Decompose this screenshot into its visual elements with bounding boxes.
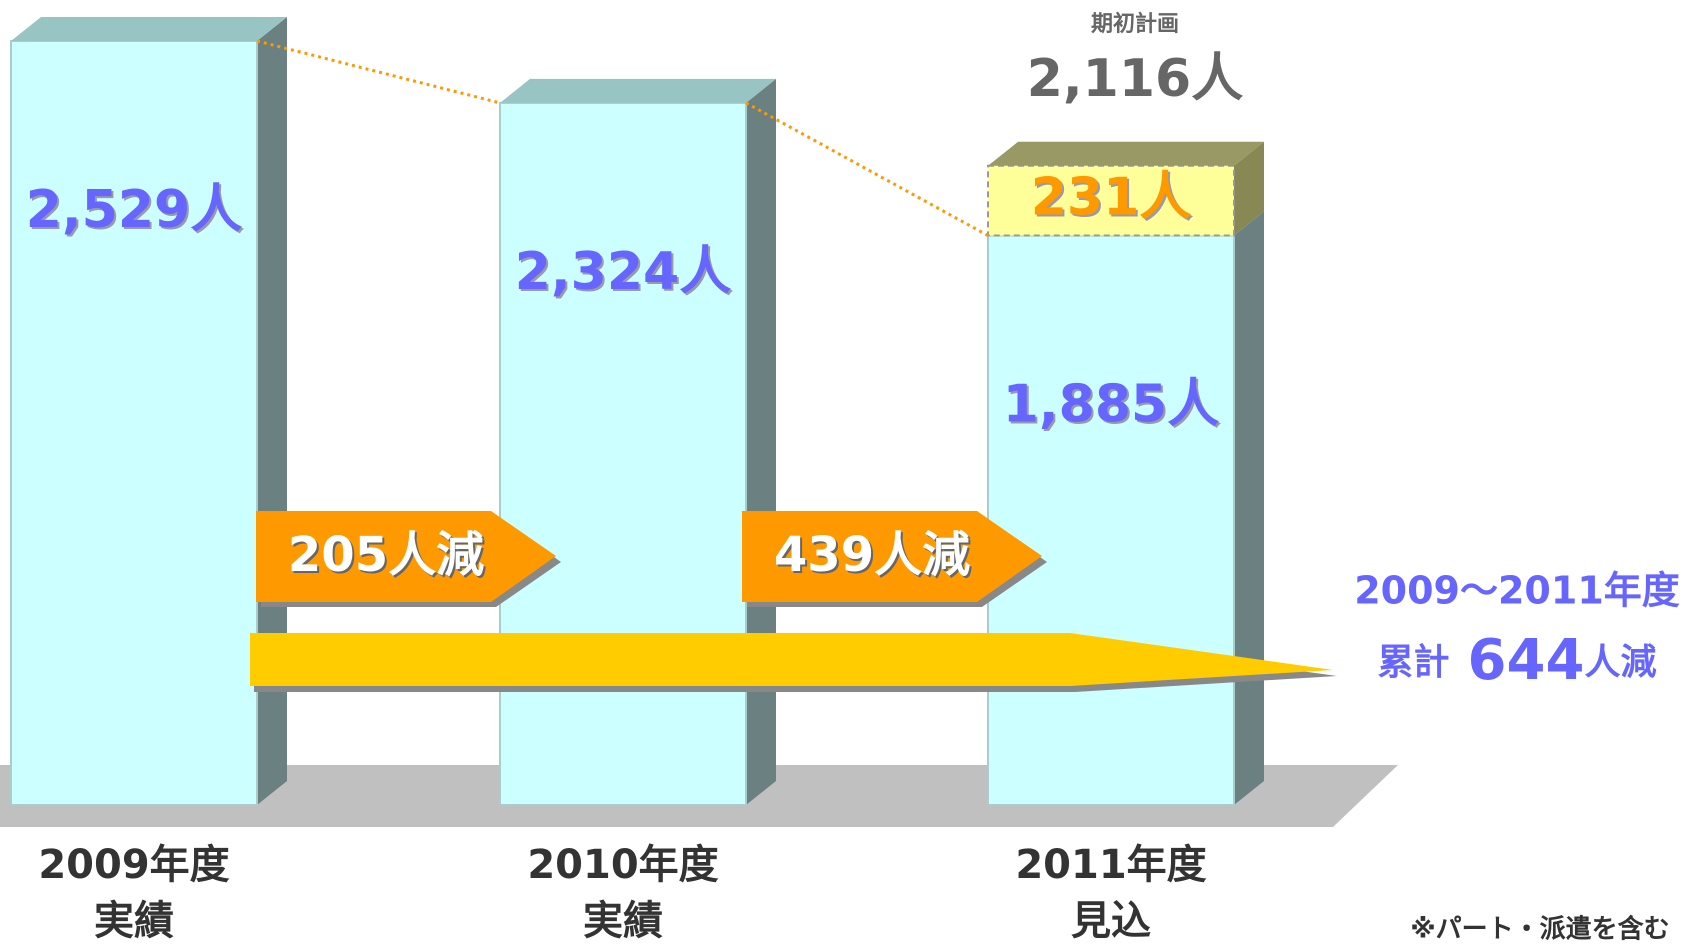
cumulative-suffix: 人減 bbox=[1584, 642, 1656, 683]
x-tick-label: 実績 bbox=[583, 898, 663, 944]
bar-top bbox=[500, 78, 776, 103]
cumulative-period: 2009～2011年度 bbox=[1354, 569, 1680, 613]
cumulative-value: 644 bbox=[1468, 628, 1585, 693]
value-label: 2,324人 bbox=[515, 242, 731, 302]
x-tick-label: 2010年度 bbox=[527, 842, 718, 888]
cumulative-arrow bbox=[250, 633, 1333, 686]
footnote: ※パート・派遣を含む bbox=[1410, 914, 1669, 944]
reduction-label: 205人減 bbox=[288, 527, 484, 583]
connector bbox=[745, 101, 989, 237]
value-label: 231人 bbox=[1031, 168, 1192, 228]
x-tick-label: 実績 bbox=[94, 898, 174, 944]
bar-side bbox=[746, 78, 776, 805]
bar bbox=[499, 101, 747, 806]
cumulative-total: 累計 644人減 bbox=[1378, 628, 1657, 693]
bar-top bbox=[11, 17, 287, 41]
reduction-label: 439人減 bbox=[774, 527, 970, 583]
connector bbox=[256, 39, 501, 105]
bar-side bbox=[1234, 141, 1264, 236]
x-tick-label: 2009年度 bbox=[38, 842, 229, 888]
value-label: 2,529人 bbox=[26, 180, 242, 240]
value-label: 1,885人 bbox=[1003, 375, 1219, 435]
bar-top bbox=[988, 141, 1264, 166]
plan-title: 期初計画 bbox=[1091, 11, 1179, 37]
x-tick-label: 見込 bbox=[1071, 898, 1151, 944]
reduction-arrow bbox=[256, 511, 556, 602]
bar-side bbox=[1234, 211, 1264, 805]
bar bbox=[10, 40, 258, 806]
reduction-arrow bbox=[742, 511, 1042, 602]
cumulative-prefix: 累計 bbox=[1378, 642, 1450, 683]
x-tick-label: 2011年度 bbox=[1015, 842, 1206, 888]
plan-total: 2,116人 bbox=[1027, 49, 1243, 109]
bar bbox=[987, 234, 1235, 806]
bar-side bbox=[257, 17, 287, 805]
